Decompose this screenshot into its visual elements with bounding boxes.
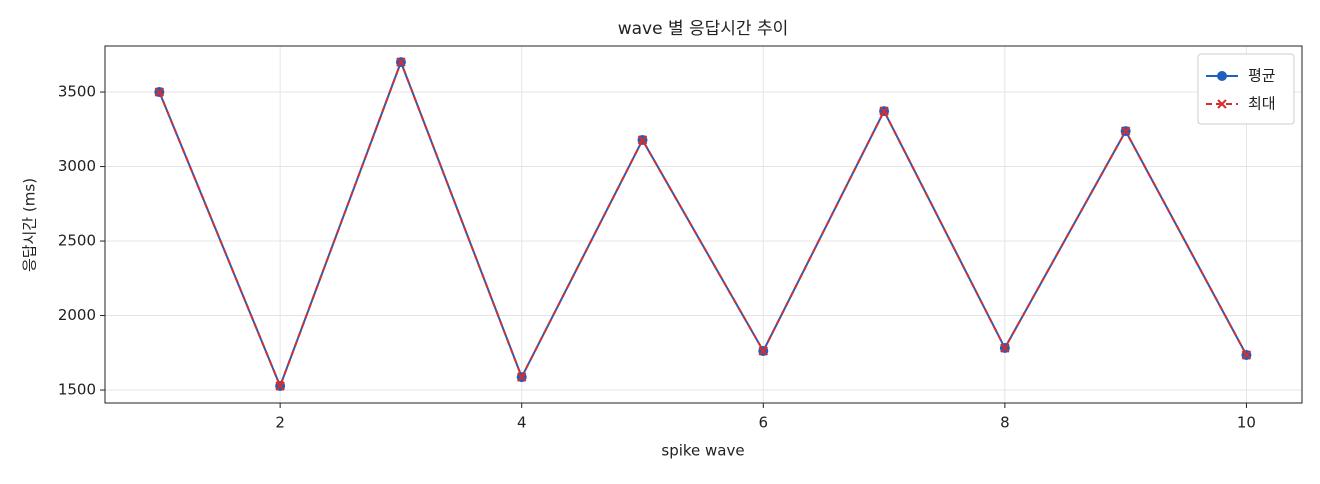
- marker: [517, 372, 527, 382]
- y-axis-label: 응답시간 (ms): [21, 178, 39, 272]
- marker: [758, 346, 768, 356]
- y-tick-label: 1500: [58, 381, 96, 399]
- legend-marker: [1217, 71, 1227, 81]
- marker: [637, 135, 648, 145]
- marker: [879, 106, 889, 116]
- y-tick-label: 2500: [58, 232, 96, 250]
- x-tick-label: 6: [759, 414, 769, 432]
- x-axis-label: spike wave: [661, 442, 744, 460]
- chart-title: wave 별 응답시간 추이: [618, 19, 789, 39]
- legend-label: 평균: [1248, 67, 1276, 85]
- marker: [154, 87, 165, 97]
- y-tick-label: 2000: [58, 306, 96, 324]
- x-tick-label: 10: [1237, 414, 1256, 432]
- y-tick-label: 3500: [58, 83, 96, 101]
- marker: [1120, 126, 1131, 136]
- marker: [396, 57, 406, 67]
- x-tick-label: 8: [1000, 414, 1010, 432]
- x-tick-label: 2: [275, 414, 285, 432]
- legend-marker: [1217, 99, 1227, 109]
- plot-frame: [104, 45, 1303, 404]
- x-tick-label: 4: [517, 414, 527, 432]
- y-tick-label: 3000: [58, 157, 96, 175]
- legend-box: [1197, 53, 1295, 125]
- legend-label: 최대: [1248, 95, 1276, 113]
- marker: [275, 381, 285, 391]
- series-line: [158, 59, 1248, 389]
- marker: [1241, 350, 1252, 360]
- marker: [1000, 343, 1010, 353]
